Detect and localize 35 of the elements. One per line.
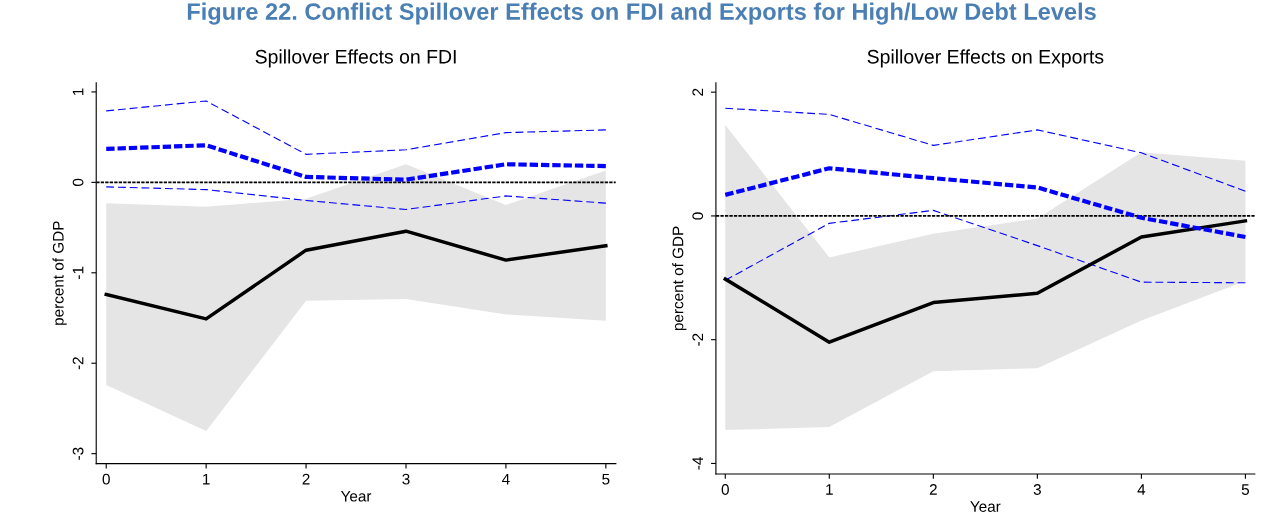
y-tick-label: -4: [692, 457, 704, 470]
line-series: [104, 143, 608, 182]
x-tick-label: 2: [929, 484, 937, 495]
x-tick-label: 1: [826, 484, 833, 495]
x-tick-label: 0: [721, 484, 729, 495]
x-tick-label: 2: [302, 473, 310, 485]
chart-title: Figure 22. Conflict Spillover Effects on FDI and Exports for High/Low Debt Levels: [187, 2, 1096, 25]
x-tick-label: 4: [1137, 484, 1146, 495]
line-series: [105, 186, 607, 211]
y-tick-label: 0: [72, 178, 84, 187]
y-axis-title: percent of GDP: [672, 226, 687, 331]
x-tick-label: 3: [402, 473, 410, 485]
x-tick-label: 5: [602, 473, 610, 485]
x-axis-title: Year: [970, 501, 1001, 512]
x-axis-title: Year: [340, 490, 372, 502]
y-tick-label: -2: [692, 333, 704, 346]
y-tick-label: -1: [72, 266, 84, 279]
x-tick-label: 4: [502, 473, 510, 485]
x-tick-label: 3: [1033, 484, 1041, 495]
line-series: [104, 229, 608, 321]
y-tick-label: -3: [72, 447, 84, 460]
y-tick-label: 2: [692, 88, 704, 96]
line-series: [723, 219, 1248, 344]
line-series: [724, 107, 1246, 192]
y-axis-title: percent of GDP: [52, 221, 67, 325]
chart-subtitle: Spillover Effects on Exports: [867, 49, 1104, 68]
y-tick-label: 1: [72, 88, 84, 96]
x-tick-label: 5: [1241, 484, 1250, 495]
x-tick-label: 0: [102, 473, 110, 485]
line-series: [723, 166, 1248, 240]
x-tick-label: 1: [203, 473, 210, 485]
y-tick-label: -2: [72, 357, 84, 370]
line-series: [105, 100, 607, 155]
chart-subtitle: Spillover Effects on FDI: [255, 49, 456, 68]
y-tick-label: 0: [692, 212, 704, 220]
